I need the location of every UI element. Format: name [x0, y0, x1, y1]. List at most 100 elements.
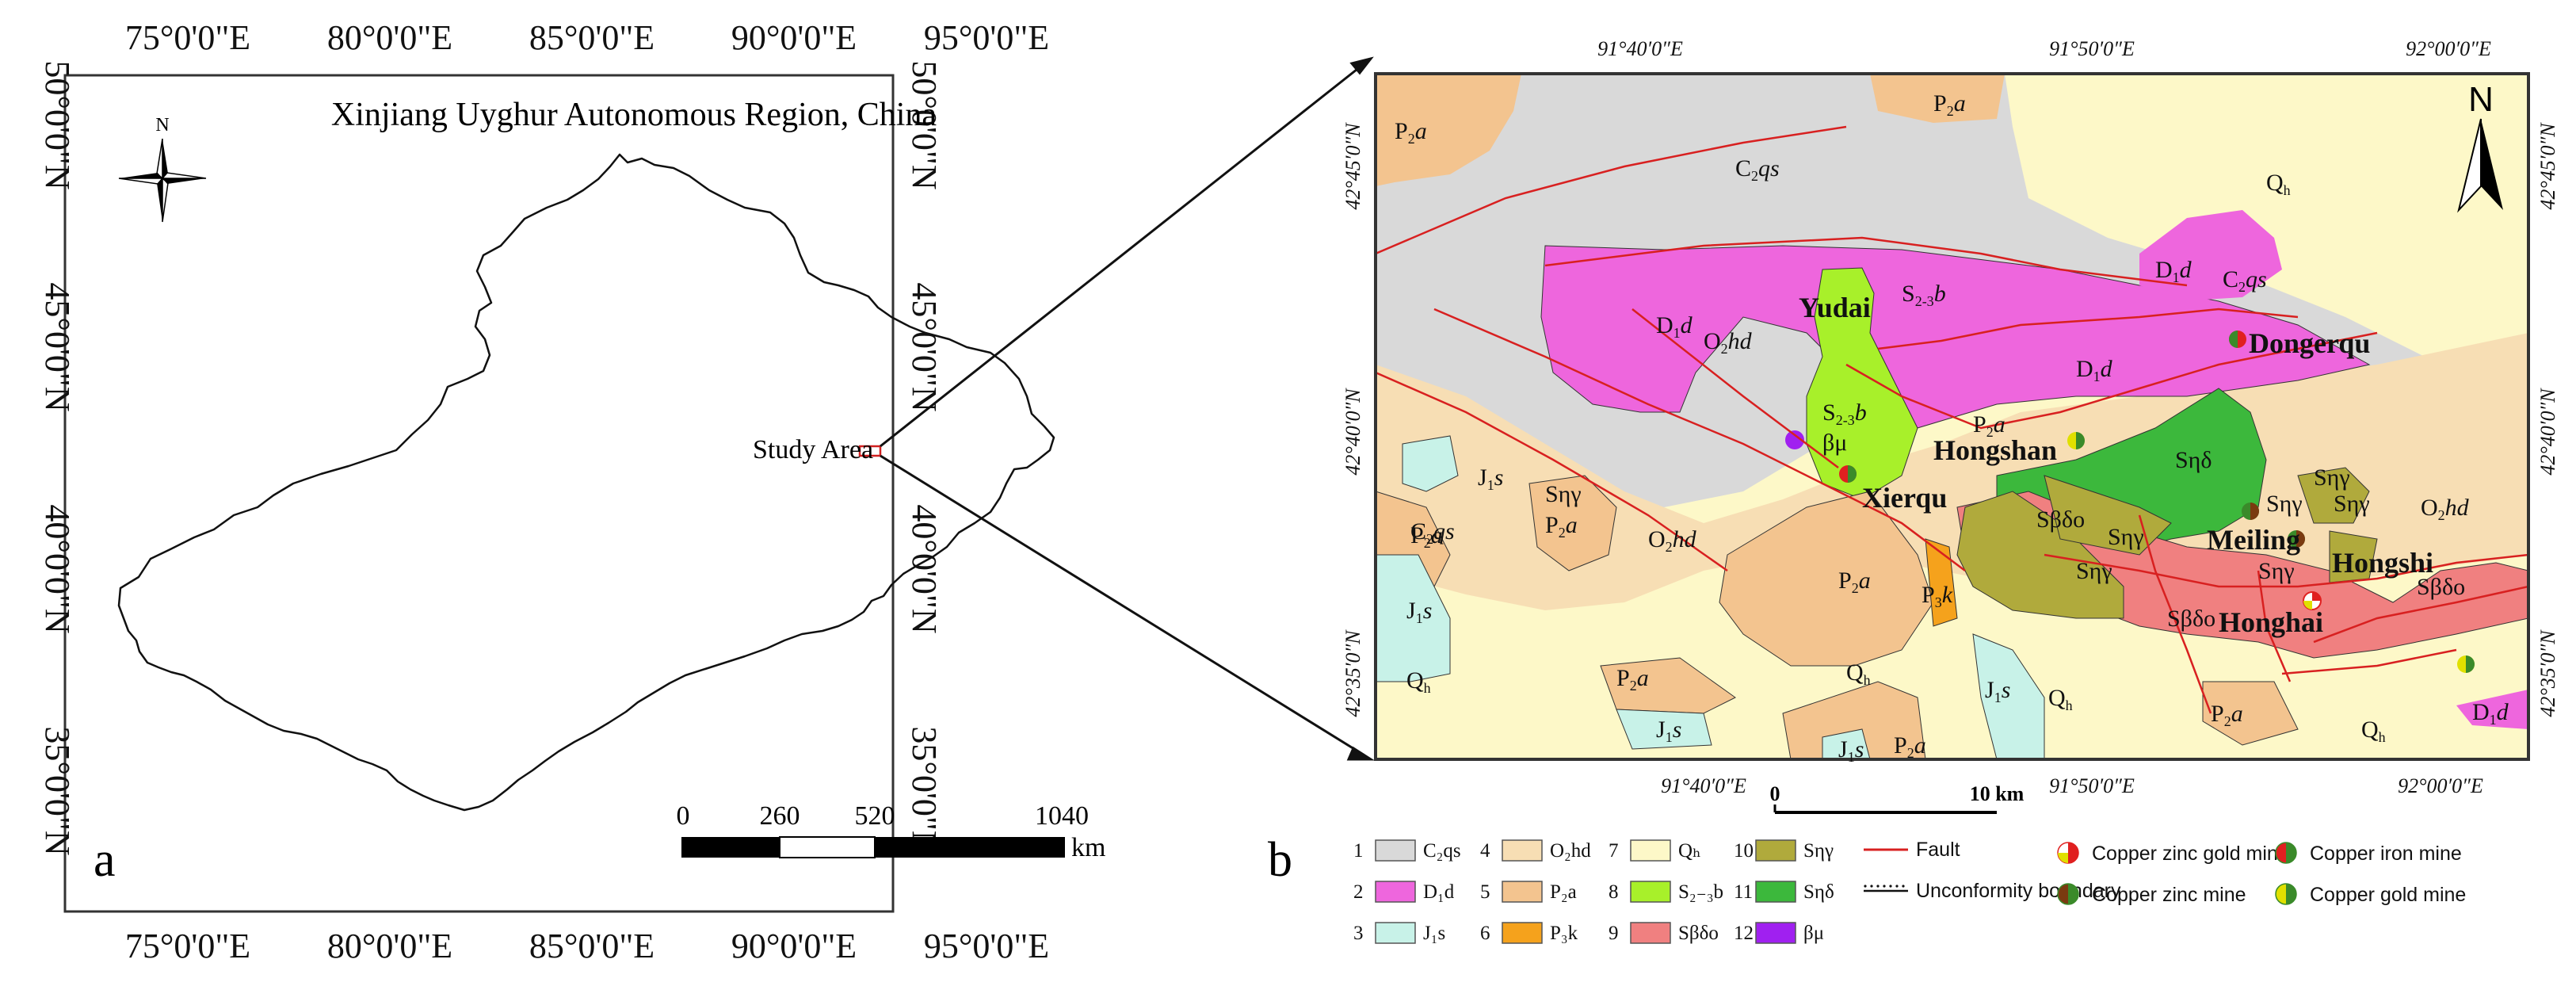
- panel-a-title: Xinjiang Uyghur Autonomous Region, China: [331, 97, 937, 133]
- svg-text:Sηγ: Sηγ: [2108, 524, 2144, 550]
- panel-a-scale-bar: 0 260 520 1040 km: [677, 801, 1106, 862]
- unit-bm: [1785, 430, 1804, 449]
- unit-j1s: [1402, 435, 1459, 492]
- legend-swatch: [1502, 839, 1543, 862]
- legend-code: Sβδo: [1678, 923, 1719, 944]
- panel-a-frame: [63, 74, 895, 913]
- unit-p2a: [1376, 74, 1521, 186]
- lon-tick: 80°0'0"E: [327, 927, 452, 965]
- copper-zinc-gold-mine-icon: [2303, 591, 2322, 610]
- copper-gold-mine-icon: [2067, 432, 2085, 449]
- legend-item: 5 P₂a: [1480, 881, 1577, 903]
- unit-d1d: [1540, 245, 2371, 464]
- copper-iron-mine-icon: [2229, 331, 2246, 348]
- svg-text:1040: 1040: [1035, 801, 1089, 831]
- legend-code: P₃k: [1550, 923, 1578, 944]
- lat-tick: 45°0'0"N: [905, 282, 944, 411]
- unit-p2a: [1870, 74, 2005, 123]
- legend-swatch: [1502, 881, 1543, 903]
- svg-text:Sηγ: Sηγ: [2266, 491, 2303, 517]
- svg-text:520: 520: [855, 801, 895, 831]
- study-area-box: [858, 445, 882, 457]
- svg-text:βμ: βμ: [1822, 430, 1847, 456]
- lat-tick: 42°35′0″N: [2536, 629, 2559, 717]
- panel-a-lon-ticks-top: 75°0'0"E 80°0'0"E 85°0'0"E 90°0'0"E 95°0…: [125, 18, 1049, 57]
- svg-text:O2hd: O2hd: [2421, 495, 2470, 523]
- legend-item: 7 Qₕ: [1609, 839, 1701, 862]
- copper-gold-mine-icon: [2457, 655, 2475, 673]
- lat-tick: 40°0'0"N: [38, 504, 77, 633]
- legend-code: Qₕ: [1678, 840, 1701, 862]
- legend-mine-type: Copper zinc mine: [2057, 883, 2246, 906]
- lon-tick: 95°0'0"E: [924, 18, 1049, 57]
- mine-label: Honghai: [2219, 606, 2323, 638]
- north-arrow-icon: N: [118, 115, 207, 223]
- legend-number: 3: [1353, 923, 1364, 944]
- lat-tick: 50°0'0"N: [905, 60, 944, 189]
- lon-tick: 90°0'0"E: [731, 18, 857, 57]
- legend-swatch: [1502, 922, 1543, 944]
- panel-a: 75°0'0"E 80°0'0"E 85°0'0"E 90°0'0"E 95°0…: [38, 18, 1105, 965]
- lat-tick: 42°45′0″N: [2536, 122, 2559, 210]
- legend-code: J₁s: [1423, 923, 1445, 944]
- svg-text:O2hd: O2hd: [1704, 328, 1753, 357]
- legend-item: 6 P₃k: [1480, 922, 1578, 944]
- legend-item: 3 J₁s: [1353, 922, 1445, 944]
- legend-fault: Fault: [1864, 839, 1960, 861]
- svg-text:S2-3b: S2-3b: [1902, 281, 1946, 309]
- svg-text:10 km: 10 km: [1970, 782, 2025, 805]
- legend-code: βμ: [1803, 923, 1824, 944]
- panel-b: 91°40′0″E 91°50′0″E 92°00′0″E 91°40′0″E …: [1268, 37, 2559, 887]
- svg-text:Sηγ: Sηγ: [2258, 558, 2295, 584]
- mine-label: Yudai: [1799, 292, 1871, 323]
- lon-tick: 85°0'0"E: [529, 927, 654, 965]
- legend-mine-label: Copper gold mine: [2310, 884, 2466, 906]
- panel-b-letter: b: [1268, 833, 1292, 887]
- panel-b-frame: [1374, 72, 2530, 761]
- lon-tick: 90°0'0"E: [731, 927, 857, 965]
- legend-mine-type: Copper gold mine: [2275, 883, 2466, 906]
- unit-j1s: [1376, 554, 1451, 682]
- legend-swatch: [1375, 839, 1416, 862]
- legend-swatch: [1630, 839, 1671, 862]
- panel-a-lon-ticks-bottom: 75°0'0"E 80°0'0"E 85°0'0"E 90°0'0"E 95°0…: [125, 927, 1049, 965]
- svg-text:P2a: P2a: [1410, 522, 1443, 551]
- lon-tick: 95°0'0"E: [924, 927, 1049, 965]
- legend-number: 8: [1609, 881, 1619, 903]
- legend-number: 1: [1353, 840, 1364, 862]
- lon-tick: 75°0'0"E: [125, 927, 250, 965]
- unit-p2a: [1782, 681, 1926, 759]
- legend-swatch: [1375, 922, 1416, 944]
- legend-number: 10: [1734, 840, 1754, 862]
- legend-mine-label: Copper iron mine: [2310, 843, 2462, 865]
- legend-code: Sηγ: [1803, 840, 1834, 862]
- legend-item: 12 βμ: [1734, 922, 1824, 944]
- legend-mine-label: Copper zinc mine: [2092, 884, 2246, 906]
- svg-text:0: 0: [677, 801, 690, 831]
- lon-tick: 80°0'0"E: [327, 18, 452, 57]
- unit-p2a: [2202, 681, 2299, 746]
- legend-number: 11: [1734, 881, 1753, 903]
- mine-label: Hongshi: [2332, 547, 2433, 579]
- legend-item: 10 Sηγ: [1734, 839, 1834, 862]
- legend-number: 12: [1734, 923, 1754, 944]
- svg-text:P2a: P2a: [1545, 512, 1578, 541]
- copper-zinc-mine-icon: [2242, 503, 2259, 520]
- mine-label: Meiling: [2207, 524, 2300, 556]
- svg-text:Sηγ: Sηγ: [1545, 481, 1582, 507]
- legend-unconformity: Unconformity boundary: [1864, 880, 2121, 902]
- panel-a-lat-ticks-left: 50°0'0"N 45°0'0"N 40°0'0"N 35°0'0"N: [38, 60, 77, 855]
- legend-item: 8 S₂₋₃b: [1609, 881, 1723, 903]
- legend-number: 2: [1353, 881, 1364, 903]
- legend-item: 2 D₁d: [1353, 881, 1455, 903]
- lon-tick: 91°40′0″E: [1661, 774, 1746, 797]
- study-area-label: Study Area: [753, 435, 873, 464]
- svg-text:0: 0: [1770, 782, 1780, 805]
- legend-code: D₁d: [1423, 881, 1455, 903]
- legend-item: 1 C₂qs: [1353, 839, 1461, 862]
- map-unit-labels: P2a P2a C2qs D1d D1d D1d C2qs Qh O2hd S2…: [1395, 90, 2509, 765]
- legend-number: 7: [1609, 840, 1619, 862]
- lat-tick: 42°35′0″N: [1341, 629, 1364, 717]
- svg-text:Sηγ: Sηγ: [2334, 491, 2370, 517]
